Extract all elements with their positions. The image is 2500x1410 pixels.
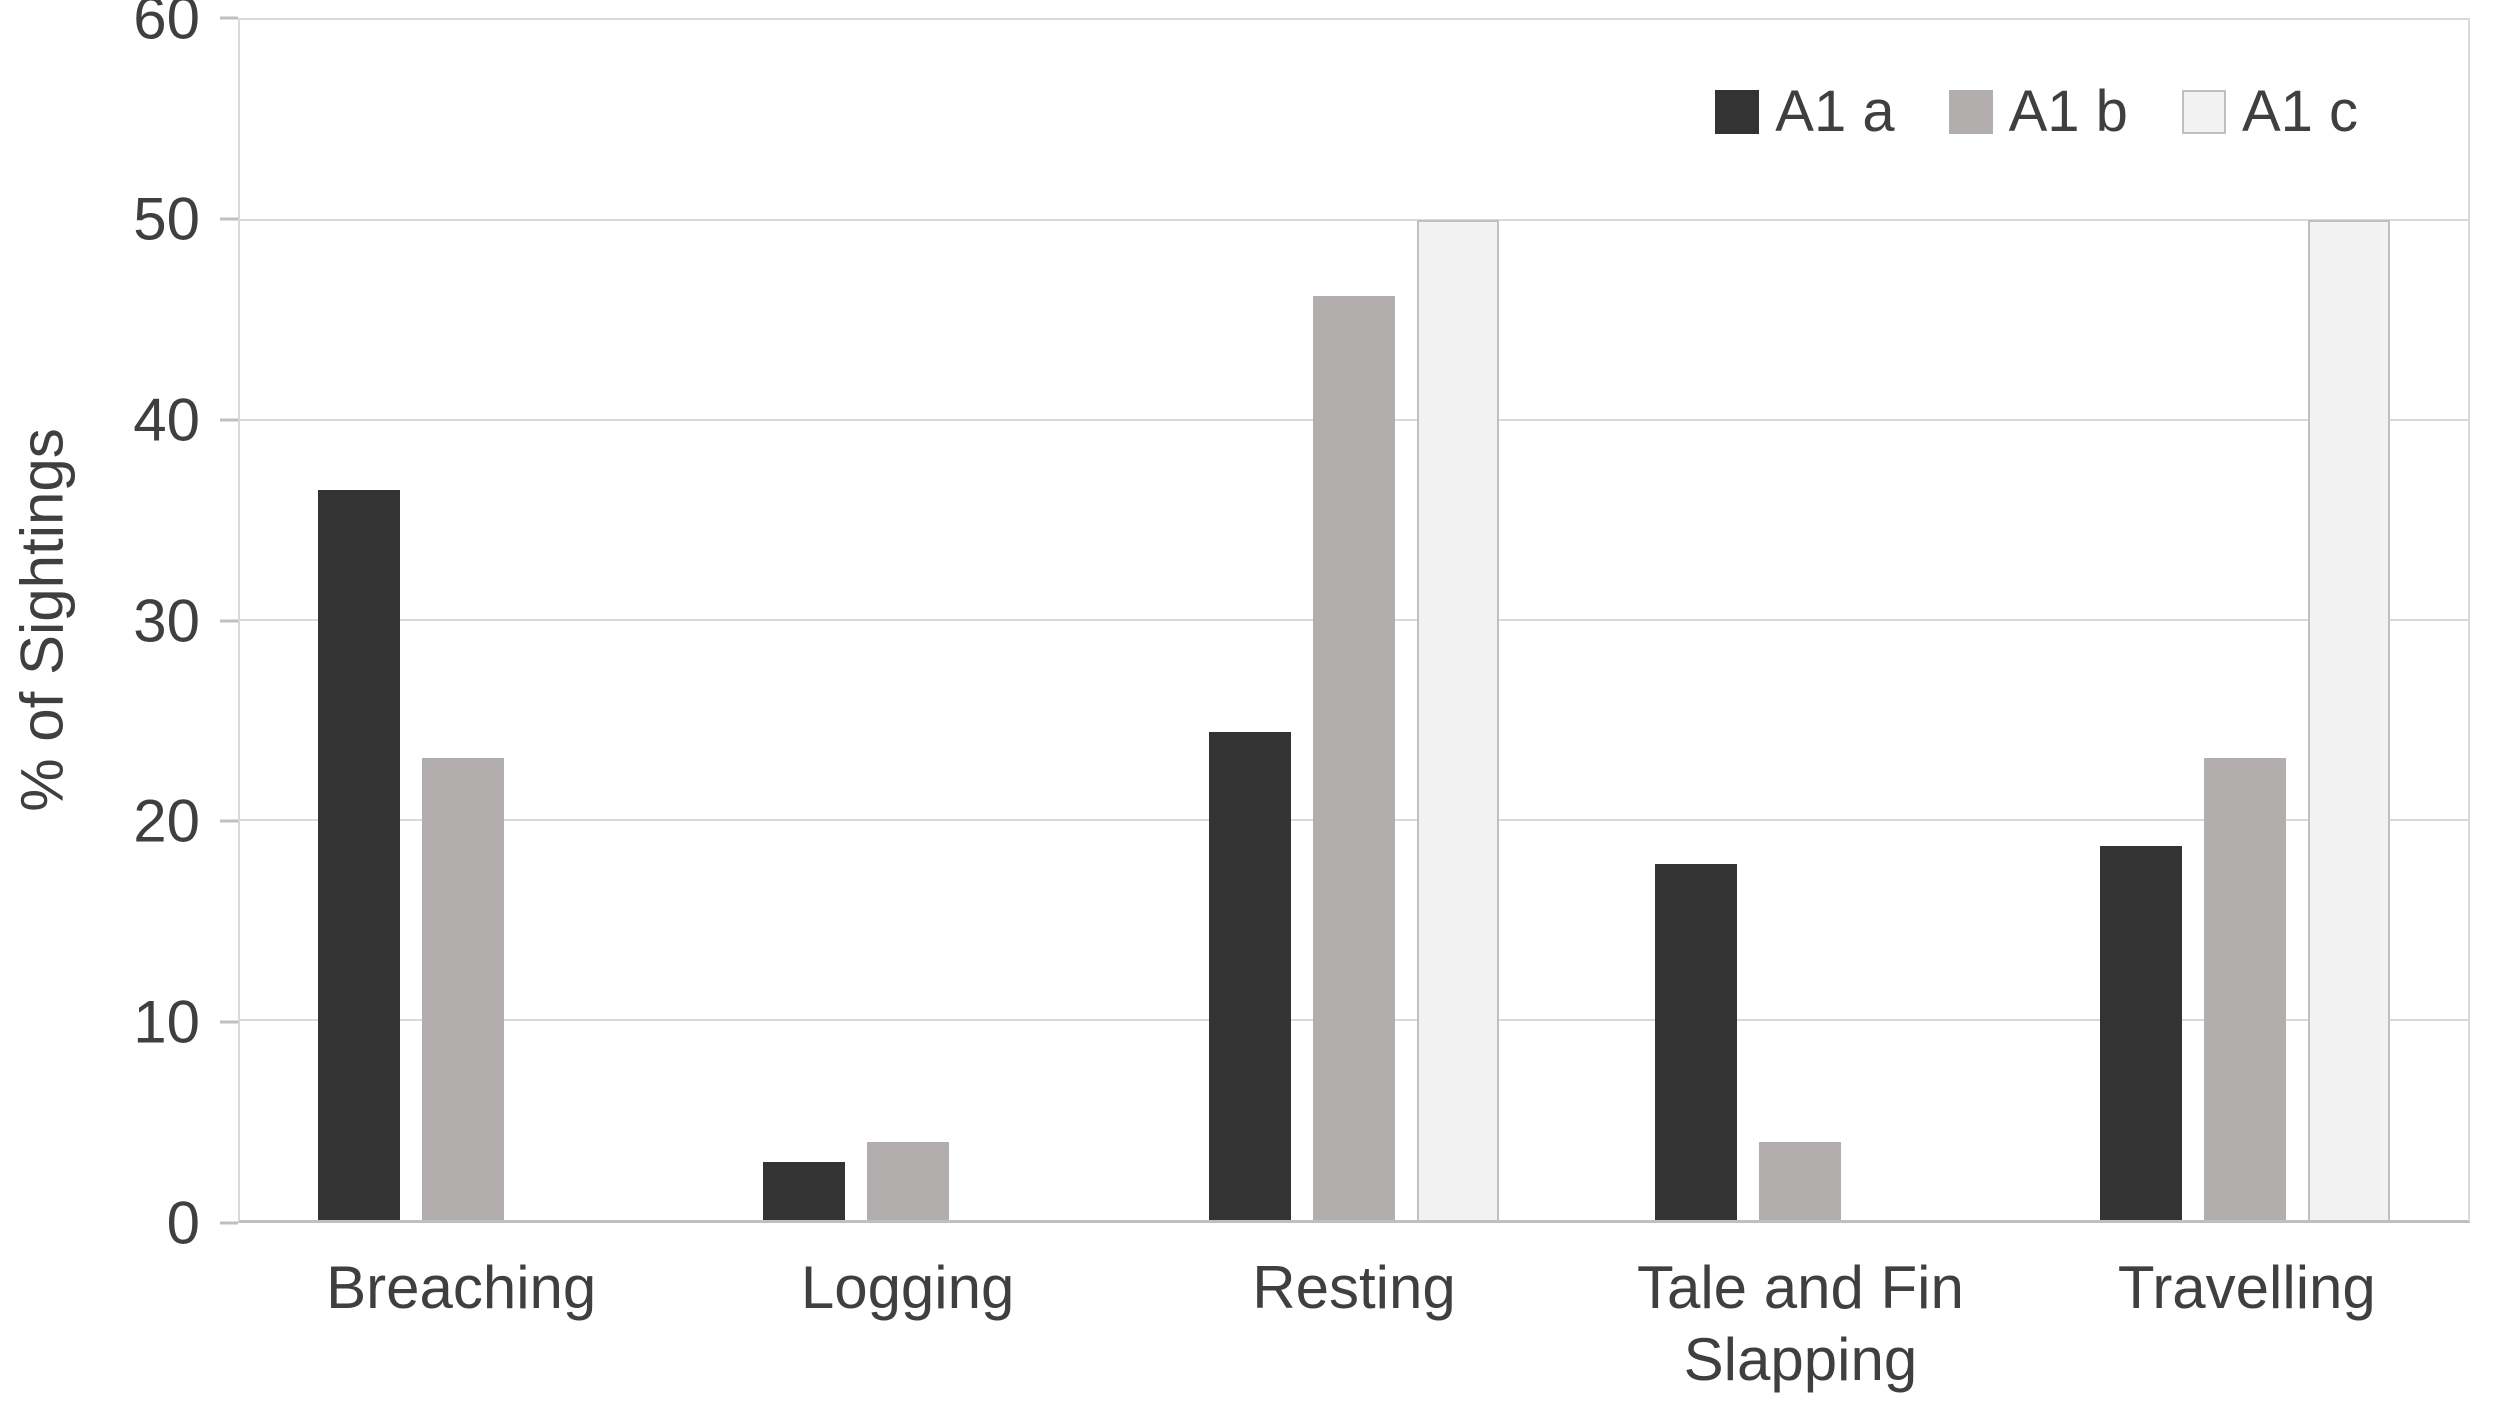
x-category-label-breaching: Breaching [326,1254,597,1321]
x-category-label-travelling: Travelling [2117,1254,2376,1321]
y-tick-label-30: 30 [133,587,200,654]
x-axis-category-labels: Breaching Logging Resting Tale and Fin Slap… [238,1252,2470,1396]
y-tick-label-0: 0 [166,1189,200,1257]
bar-a1-a-breaching [317,490,400,1220]
gridline-50 [240,219,2468,221]
plot-area: A1 a A1 b A1 c [238,18,2470,1223]
legend-item-a1-c: A1 c [2181,78,2358,145]
y-axis-tick-marks [0,0,240,1410]
bar-a1-a-resting [1208,732,1291,1220]
y-tick-label-40: 40 [133,386,200,454]
bar-a1-a-logging [763,1162,846,1220]
y-tick-mark-0 [220,1221,238,1225]
y-tick-label-60: 60 [133,0,200,52]
legend-swatch-a1-a [1715,89,1760,134]
bar-group-travelling [2022,20,2468,1220]
bar-a1-b-travelling [2204,758,2287,1220]
bar-a1-b-tale-and-fin-slapping [1758,1142,1841,1220]
bar-a1-b-resting [1312,296,1395,1220]
bar-a1-b-logging [867,1142,950,1220]
y-tick-label-50: 50 [133,185,200,253]
bar-a1-a-tale-and-fin-slapping [1654,864,1737,1220]
bar-a1-c-travelling [2308,220,2391,1220]
bar-a1-c-resting [1416,220,1499,1220]
bar-a1-b-breaching [421,758,504,1220]
legend-label-a1-b: A1 b [2008,79,2128,144]
bar-group-breaching [240,20,686,1220]
legend: A1 a A1 b A1 c [1715,78,2358,145]
y-tick-mark-50 [220,217,238,221]
legend-label-a1-c: A1 c [2241,79,2358,144]
legend-swatch-a1-b [1948,89,1993,134]
x-category-label-resting: Resting [1252,1254,1456,1321]
y-tick-mark-60 [220,16,238,20]
y-tick-mark-20 [220,819,238,823]
legend-item-a1-a: A1 a [1715,78,1895,145]
bar-groups-container [240,20,2468,1220]
legend-label-a1-a: A1 a [1775,79,1895,144]
x-category-label-logging: Logging [800,1254,1015,1321]
legend-swatch-a1-c [2181,89,2226,134]
legend-item-a1-b: A1 b [1948,78,2128,145]
y-tick-mark-40 [220,418,238,422]
bar-a1-a-travelling [2100,846,2183,1220]
y-tick-label-20: 20 [133,787,200,855]
bar-group-logging [686,20,1132,1220]
y-tick-mark-30 [220,619,238,622]
y-axis-tick-labels: 0 10 20 30 40 50 60 [0,0,200,1410]
bar-group-tale-and-fin-slapping [1577,20,2023,1220]
y-tick-mark-10 [220,1020,238,1024]
y-tick-label-10: 10 [133,988,200,1056]
x-category-label-tale-and-fin-slapping: Tale and Fin Slapping [1636,1254,1964,1393]
bar-group-resting [1131,20,1577,1220]
